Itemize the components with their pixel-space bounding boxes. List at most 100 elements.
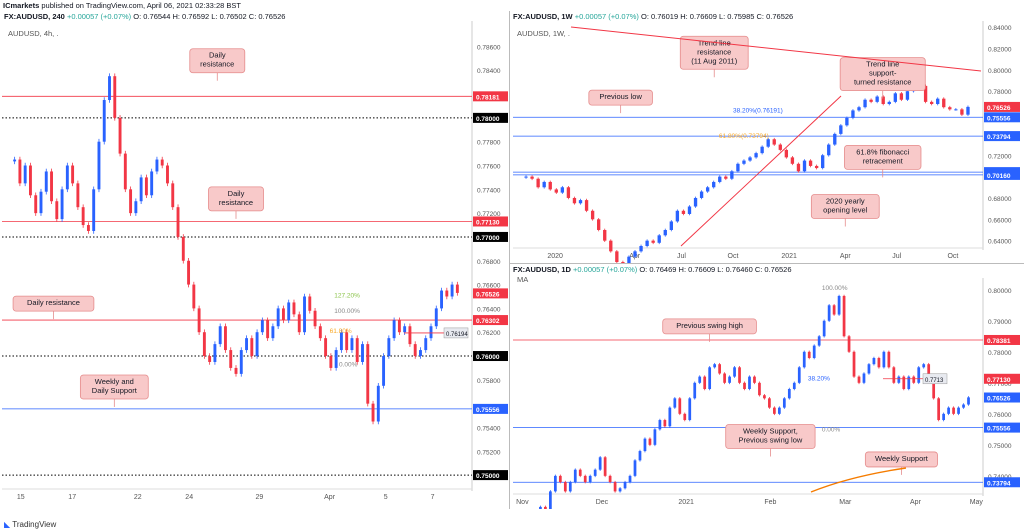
footer-brand[interactable]: ◣ TradingView [4,520,56,529]
d1-xtick: Nov [516,499,529,506]
d1-ytick: 0.78000 [988,350,1012,357]
w1-ytick: 0.78000 [988,89,1012,96]
chart-panel-w1[interactable]: FX:AUDUSD, 1W +0.00057 (+0.07%) O: 0.760… [511,11,1024,263]
d1-candle [563,482,567,492]
d1-ytick: 0.80000 [988,288,1012,295]
d1-candle [942,413,945,421]
h4-xtick: 24 [185,494,193,501]
h4-candle [123,153,127,190]
h4-candle [350,338,354,351]
h4-symbol: FX:AUDUSD, 240 [4,12,65,21]
d1-candle [598,457,602,470]
h4-ytick: 0.76600 [477,283,501,290]
w1-candle [536,178,540,188]
d1-price-tag [984,334,1020,345]
d1-candle [743,382,746,390]
w1-candle [942,98,946,108]
w1-ytick: 0.80000 [988,68,1012,75]
h4-xtick: 15 [17,494,25,501]
d1-xtick: 2021 [678,499,694,506]
h4-candle [202,332,206,357]
h4-chart[interactable]: 0.786000.784000.782000.778000.776000.774… [0,11,508,509]
d1-candle [643,438,647,452]
w1-candle [542,181,546,188]
d1-candle [907,376,911,390]
h4-candle [213,344,217,362]
w1-candle [887,101,891,105]
w1-candle [905,91,910,100]
h4-candle [276,308,280,327]
d1-candle [713,364,717,368]
d1-candle [852,351,856,377]
chart-panel-h4[interactable]: FX:AUDUSD, 240 +0.00057 (+0.07%) O: 0.76… [0,11,508,509]
h4-candle [429,326,433,339]
w1-candle [699,191,704,198]
w1-candle [712,181,716,188]
w1-chart[interactable]: 0.84000 0.82000 0.80000 0.78000 0.72000 0.680… [511,11,1024,263]
w1-watermark: AUDUSD, 1W, . [517,29,570,38]
d1-candle [703,376,707,390]
d1-candle [573,469,577,483]
h4-candle [376,385,380,422]
h4-ytick: 0.77600 [477,164,501,171]
w1-title: FX:AUDUSD, 1W +0.00057 (+0.07%) O: 0.760… [513,12,793,21]
h4-fib-label: 127.20% [334,292,360,299]
h4-candle [455,284,459,293]
d1-fib-tag-label: 0.7713 [925,378,944,384]
panel-divider-vertical [509,11,510,509]
h4-candle [118,117,122,154]
w1-trend-line-support [680,95,842,247]
d1-candle [792,382,796,390]
h4-candle [303,296,306,333]
h4-candle [434,308,438,327]
d1-candle [887,351,891,368]
d1-xtick: Feb [764,499,776,506]
h4-candle [413,344,417,357]
d1-candle [922,364,926,368]
h4-price-tag [473,470,508,481]
h4-xtick: Apr [324,494,336,501]
h4-title: FX:AUDUSD, 240 +0.00057 (+0.07%) O: 0.76… [4,12,285,21]
h4-candle [234,367,238,374]
h4-price-tag [473,315,508,326]
w1-candle [827,144,831,156]
w1-candle [881,96,885,105]
w1-note-text: support- [869,69,897,78]
w1-candle [663,229,667,236]
w1-candle [718,176,722,182]
w1-xtick: Jul [677,253,686,260]
d1-note-text: Previous swing low [739,435,803,444]
h4-fib-tag-label: 0.76194 [446,332,468,338]
w1-ohlc: O: 0.76019 H: 0.76609 L: 0.75985 C: 0.76… [641,12,794,21]
w1-candle [584,200,589,211]
w1-xtick: 2020 [547,253,563,260]
d1-chart[interactable]: 0.80000 0.79000 0.78000 0.77000 0.76000 0.750… [511,264,1024,509]
d1-candle [962,404,965,408]
w1-candle [923,85,928,102]
d1-fib-label: 100.00% [822,285,848,292]
h4-fib-label: 61.80% [330,328,352,335]
h4-price-tag [473,112,508,123]
w1-candle [869,99,873,102]
w1-xtick: Apr [840,253,852,260]
d1-note-text: Previous swing high [676,321,743,330]
h4-candle [387,338,391,357]
d1-candle [912,376,916,383]
d1-candle [633,460,637,476]
h4-xtick: 7 [431,494,435,501]
h4-fib-label: 0.00% [339,361,358,368]
w1-ytick: 0.82000 [988,46,1012,53]
d1-candle [862,373,866,383]
h4-candle [255,332,259,357]
h4-candle [403,326,407,333]
d1-xtick: Mar [839,499,852,506]
w1-candle [966,106,970,115]
publish-info: published on TradingView.com, April 06, … [41,1,241,10]
h4-candle [50,171,53,202]
d1-candle [588,475,592,483]
h4-watermark: AUDUSD, 4h, . [8,29,59,38]
chart-panel-d1[interactable]: FX:AUDUSD, 1D +0.00057 (+0.07%) O: 0.764… [511,264,1024,509]
w1-candle [796,163,801,172]
h4-price-tag-label: 0.78181 [476,94,500,101]
w1-candle [530,176,534,179]
